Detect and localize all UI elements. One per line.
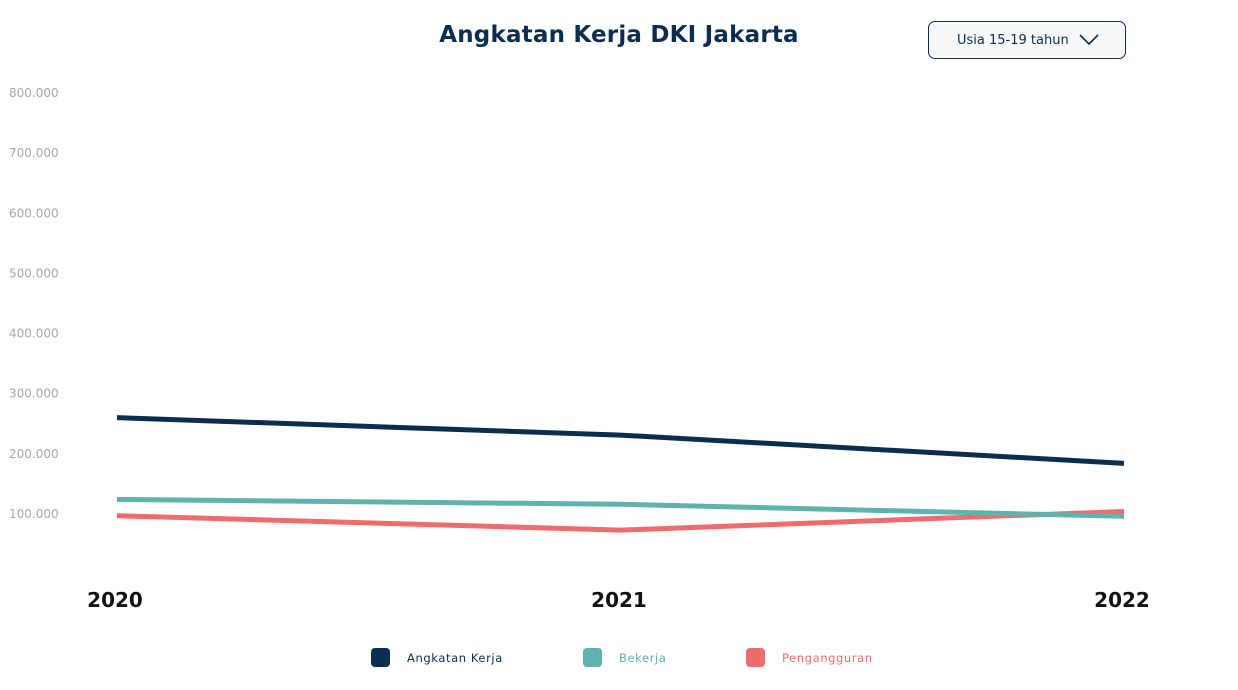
- legend-label: Pengangguran: [782, 650, 873, 665]
- legend-item-bekerja[interactable]: Bekerja: [583, 648, 666, 667]
- x-tick-label: 2020: [87, 588, 143, 612]
- legend-label: Angkatan Kerja: [407, 650, 503, 665]
- legend-item-angkatan-kerja[interactable]: Angkatan Kerja: [371, 648, 503, 667]
- dropdown-selected-label: Usia 15-19 tahun: [957, 32, 1069, 48]
- legend-swatch: [746, 648, 765, 667]
- chevron-down-icon: [1079, 34, 1099, 46]
- chart-legend: Angkatan Kerja Bekerja Pengangguran: [0, 648, 1238, 672]
- y-tick-label: 700.000: [9, 146, 59, 160]
- y-axis: 100.000 200.000 300.000 400.000 500.000 600.0…: [9, 86, 59, 521]
- y-tick-label: 500.000: [9, 266, 59, 280]
- y-tick-label: 200.000: [9, 447, 59, 461]
- legend-item-pengangguran[interactable]: Pengangguran: [746, 648, 873, 667]
- series-line-angkatan-kerja[interactable]: [116, 415, 1125, 466]
- y-tick-label: 600.000: [9, 206, 59, 220]
- y-tick-label: 100.000: [9, 507, 59, 521]
- x-tick-label: 2021: [591, 588, 647, 612]
- series-line-pengangguran[interactable]: [116, 508, 1125, 533]
- x-axis: 2020 2021 2022: [87, 588, 1150, 612]
- series-line-bekerja[interactable]: [116, 496, 1125, 519]
- line-chart: 100.000 200.000 300.000 400.000 500.000 600.0…: [9, 86, 1150, 612]
- y-tick-label: 300.000: [9, 387, 59, 401]
- legend-swatch: [583, 648, 602, 667]
- legend-label: Bekerja: [619, 650, 667, 665]
- series-lines: [116, 415, 1125, 533]
- y-tick-label: 400.000: [9, 327, 59, 341]
- chart-title: Angkatan Kerja DKI Jakarta: [439, 22, 799, 48]
- y-tick-label: 800.000: [9, 86, 59, 100]
- x-tick-label: 2022: [1094, 588, 1150, 612]
- age-group-dropdown[interactable]: Usia 15-19 tahun: [928, 21, 1126, 59]
- legend-swatch: [371, 648, 390, 667]
